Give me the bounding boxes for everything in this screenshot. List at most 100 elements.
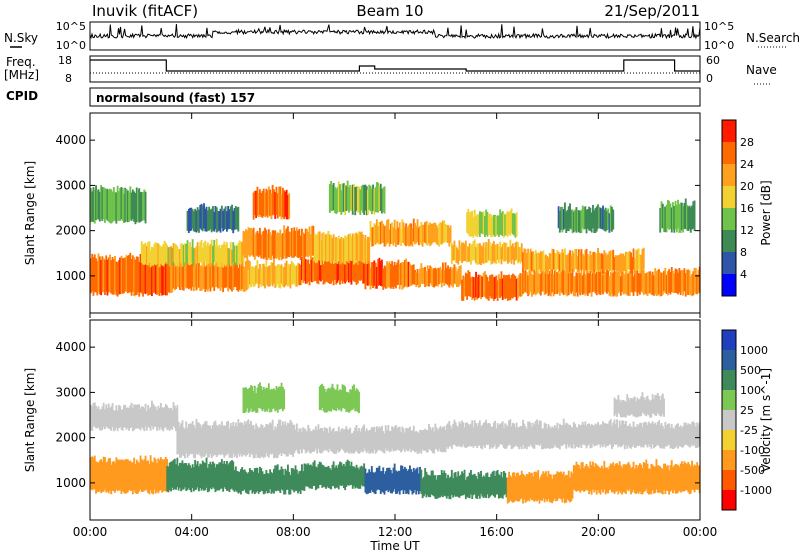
rti-cell (623, 274, 626, 294)
rti-cell (517, 277, 519, 299)
rti-cell (261, 263, 264, 286)
rti-cell (181, 265, 184, 291)
rti-cell (589, 425, 592, 449)
y-tick-label: 2000 (55, 431, 86, 445)
rti-cell (253, 385, 256, 411)
rti-cell (500, 422, 503, 445)
rti-cell (191, 209, 194, 229)
rti-cell (542, 428, 545, 450)
rti-cell (290, 260, 293, 285)
rti-cell (572, 276, 575, 297)
rti-cell (187, 463, 190, 489)
rti-cell (340, 462, 343, 486)
rti-cell (472, 217, 475, 238)
rti-cell (153, 405, 156, 427)
rti-cell (477, 274, 480, 298)
rti-cell (152, 256, 155, 293)
rti-cell (592, 204, 594, 229)
rti-cell (332, 234, 335, 261)
rti-cell (342, 385, 345, 408)
rti-cell (423, 476, 425, 497)
rti-cell (598, 425, 601, 445)
rti-cell (396, 428, 399, 449)
rti-cell (359, 232, 362, 262)
rti-cell (119, 460, 122, 491)
rti-cell (654, 395, 657, 416)
rti-cell (274, 192, 277, 219)
rti-cell (606, 210, 608, 231)
rti-cell (529, 473, 532, 499)
rti-cell (651, 464, 654, 491)
rti-cell (265, 469, 268, 491)
rti-cell (323, 233, 326, 262)
rti-cell (484, 422, 486, 448)
rti-cell (345, 237, 348, 261)
rti-cell (490, 274, 493, 299)
rti-cell (588, 255, 591, 272)
rti-cell (574, 209, 577, 231)
rti-cell (525, 428, 528, 450)
rti-cell (204, 421, 207, 456)
rti-cell (354, 467, 357, 489)
rti-cell (208, 425, 211, 458)
rti-cell (508, 274, 510, 301)
rti-cell (641, 268, 644, 293)
rti-cell (166, 245, 169, 264)
rti-cell (466, 212, 469, 233)
rti-cell (351, 466, 354, 489)
rti-cell (206, 210, 209, 231)
rti-cell (622, 420, 625, 445)
rti-cell (374, 262, 377, 289)
rti-cell (650, 274, 653, 295)
rti-cell (470, 211, 472, 237)
nsky-trace (89, 24, 701, 40)
rti-cell (534, 471, 537, 501)
rti-cell (531, 273, 533, 297)
rti-cell (513, 213, 516, 236)
rti-cell (639, 423, 641, 446)
rti-cell (468, 472, 471, 499)
rti-cell (224, 259, 227, 288)
rti-cell (468, 425, 471, 446)
rti-cell (182, 245, 185, 267)
rti-cell (115, 192, 118, 224)
rti-cell (504, 242, 507, 262)
rti-cell (269, 469, 272, 490)
rti-cell (337, 426, 340, 453)
rti-cell (532, 422, 535, 449)
rti-cell (379, 221, 382, 244)
rti-cell (501, 211, 504, 236)
rti-cell (214, 420, 217, 456)
rti-cell (287, 226, 289, 257)
colorbar-tick-label: -500 (740, 464, 765, 477)
rti-cell (137, 404, 139, 429)
rti-cell (494, 244, 496, 264)
rti-cell (635, 270, 638, 293)
rti-cell (580, 462, 583, 491)
rti-cell (614, 463, 617, 492)
rti-cell (331, 184, 334, 211)
rti-cell (318, 429, 321, 453)
rti-cell (438, 428, 441, 449)
rti-cell (464, 479, 467, 500)
rti-cell (368, 261, 371, 286)
rti-cell (439, 266, 442, 283)
rti-cell (433, 222, 435, 243)
rti-cell (661, 203, 664, 229)
rti-cell (656, 422, 659, 445)
rti-cell (566, 254, 569, 274)
rti-cell (358, 231, 360, 261)
colorbar-tick-label: 12 (740, 224, 754, 237)
rti-cell (461, 471, 463, 496)
rti-cell (513, 472, 516, 502)
colorbar-swatch (722, 450, 736, 470)
rti-cell (238, 260, 241, 290)
rti-cell (128, 408, 130, 431)
rti-cell (307, 463, 310, 487)
rti-cell (653, 466, 655, 494)
rti-cell (618, 399, 621, 415)
nave-tick-high: 60 (706, 54, 720, 67)
rti-cell (298, 263, 301, 286)
rti-cell (245, 261, 247, 291)
